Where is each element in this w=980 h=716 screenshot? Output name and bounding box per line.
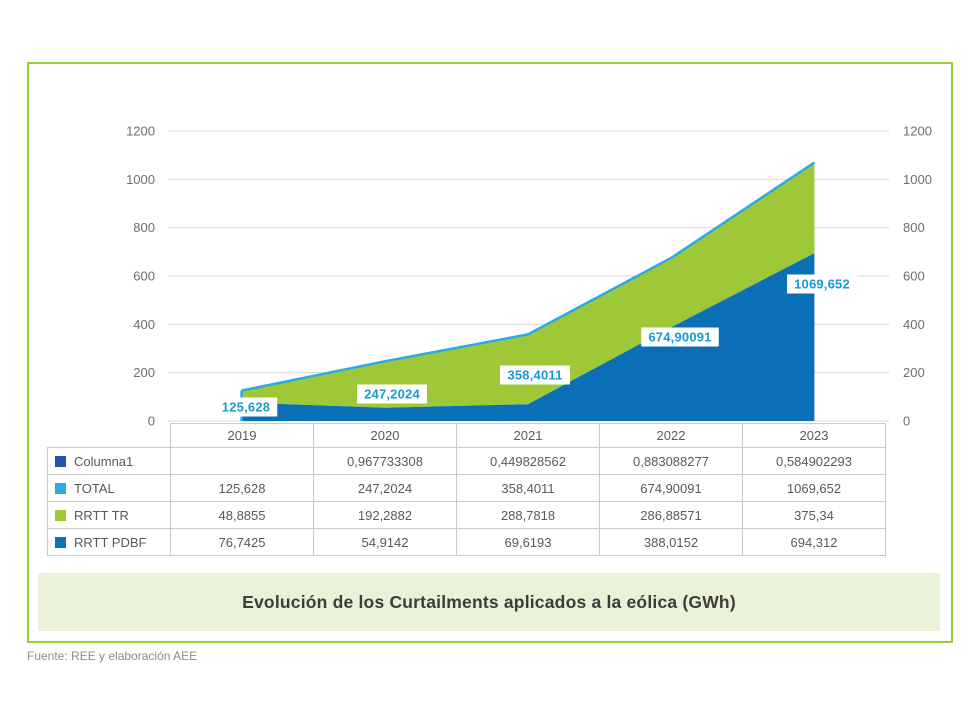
table-row: Columna1 0,967733308 0,449828562 0,88308827…: [47, 447, 886, 475]
area-rrtt-pdbf: [241, 253, 815, 421]
y-axis-label-right: 600: [903, 269, 925, 284]
legend-swatch-icon: [55, 482, 66, 494]
y-axis-label-right: 1000: [903, 172, 932, 187]
y-axis-label-left: 0: [148, 414, 155, 429]
y-axis-label-left: 1000: [126, 172, 155, 187]
value-cell: 48,8855: [170, 501, 314, 529]
value-cell: 0,883088277: [599, 447, 743, 475]
value-cell: 674,90091: [599, 474, 743, 502]
y-axis-label-right: 200: [903, 365, 925, 380]
data-label: 247,2024: [364, 387, 420, 402]
legend-swatch-icon: [55, 455, 66, 467]
data-label-box: [214, 397, 278, 417]
value-cell: 125,628: [170, 474, 314, 502]
data-label: 1069,652: [794, 277, 850, 292]
y-axis-label-left: 600: [133, 269, 155, 284]
corner-blank: [48, 424, 171, 448]
value-cell: [170, 447, 314, 475]
chart-data-table: 2019 2020 2021 2022 2023 Columna1 0,967733308 0…: [47, 423, 886, 556]
chart-card: 0 0 200 200 400 400 600 600 800 800 1000 1000 1200 12…: [27, 62, 953, 643]
data-label-box: [357, 384, 427, 404]
value-cell: 288,7818: [456, 501, 600, 529]
year-header: 2021: [456, 423, 600, 448]
data-label: 125,628: [222, 400, 270, 415]
value-cell: 358,4011: [456, 474, 600, 502]
series-label: RRTT TR: [74, 507, 129, 523]
data-label: 358,4011: [507, 368, 562, 383]
y-axis-label-right: 400: [903, 317, 925, 332]
value-cell: 247,2024: [313, 474, 457, 502]
value-cell: 76,7425: [170, 528, 314, 556]
y-axis-label-right: 1200: [903, 124, 932, 139]
data-label: 674,90091: [648, 330, 711, 345]
value-cell: 54,9142: [313, 528, 457, 556]
y-axis-label-left: 800: [133, 220, 155, 235]
table-row: TOTAL 125,628 247,2024 358,4011 674,90091 106…: [47, 474, 886, 502]
value-cell: 286,88571: [599, 501, 743, 529]
data-label-box: [641, 327, 719, 347]
chart-title-banner: Evolución de los Curtailments aplicados …: [38, 573, 940, 631]
table-row: RRTT PDBF 76,7425 54,9142 69,6193 388,0152 69…: [47, 528, 886, 556]
value-cell: 388,0152: [599, 528, 743, 556]
series-label-cell: RRTT PDBF: [47, 528, 171, 556]
series-label-cell: TOTAL: [47, 474, 171, 502]
value-cell: 1069,652: [742, 474, 886, 502]
y-axis-label-right: 0: [903, 414, 910, 429]
table-header-row: 2019 2020 2021 2022 2023: [48, 423, 886, 448]
year-header: 2019: [170, 423, 314, 448]
total-line: [241, 161, 816, 392]
year-header: 2020: [313, 423, 457, 448]
legend-swatch-icon: [55, 509, 66, 521]
stacked-area-chart: 0 0 200 200 400 400 600 600 800 800 1000 1000 1200 12…: [126, 124, 932, 429]
data-label-box: [500, 365, 570, 385]
value-cell: 0,449828562: [456, 447, 600, 475]
series-label: TOTAL: [74, 480, 115, 496]
legend-swatch-icon: [55, 536, 66, 548]
value-cell: 0,967733308: [313, 447, 457, 475]
series-label: RRTT PDBF: [74, 534, 147, 550]
source-note: Fuente: REE y elaboración AEE: [27, 649, 198, 663]
table-row: RRTT TR 48,8855 192,2882 288,7818 286,88571 3…: [47, 501, 886, 529]
data-label-box: [787, 274, 857, 294]
value-cell: 192,2882: [313, 501, 457, 529]
chart-title: Evolución de los Curtailments aplicados …: [242, 591, 736, 612]
area-rrtt-tr: [241, 162, 815, 408]
y-axis-label-left: 400: [133, 317, 155, 332]
series-label-cell: Columna1: [47, 447, 171, 475]
value-cell: 375,34: [742, 501, 886, 529]
y-axis-label-right: 800: [903, 220, 925, 235]
series-label: Columna1: [74, 453, 134, 469]
y-axis-label-left: 200: [133, 365, 155, 380]
value-cell: 69,6193: [456, 528, 600, 556]
value-cell: 0,584902293: [742, 447, 886, 475]
y-axis-label-left: 1200: [126, 124, 155, 139]
year-header: 2022: [599, 423, 743, 448]
series-label-cell: RRTT TR: [47, 501, 171, 529]
value-cell: 694,312: [742, 528, 886, 556]
year-header: 2023: [742, 423, 886, 448]
